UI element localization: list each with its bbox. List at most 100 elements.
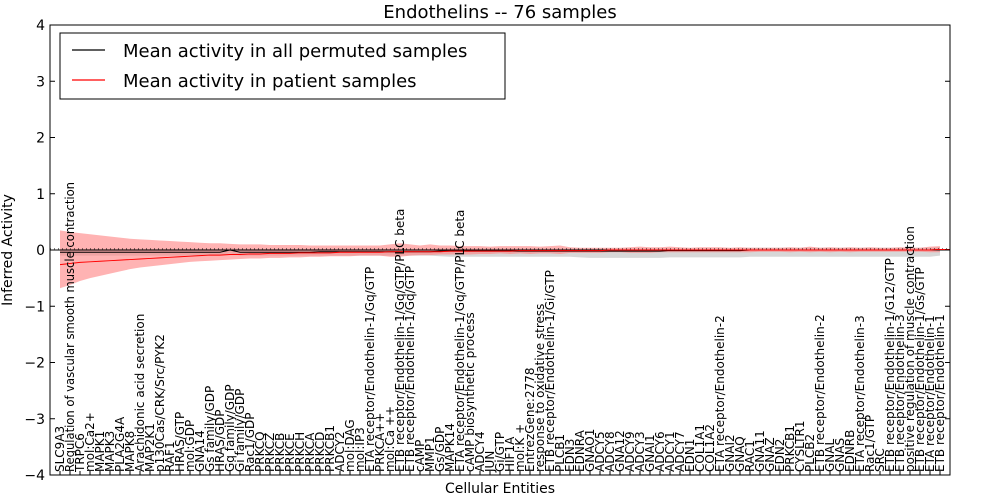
x-tick-label: ETA receptor/Endothelin-1/Gq/GTP/PLC bet… [453, 210, 467, 472]
x-tick-label: MAPK1 [93, 431, 107, 472]
x-tick-label: Gi/GTP [493, 432, 507, 472]
x-tick-label: GNA14 [193, 430, 207, 472]
x-tick-label: EntrezGene:2778 [523, 368, 537, 473]
x-tick-label: CYSLTR1 [793, 421, 807, 472]
x-tick-label: ETB receptor/Endothelin-1/G12/GTP [883, 258, 897, 472]
y-tick-label: −4 [24, 468, 45, 484]
chart-title: Endothelins -- 76 samples [383, 2, 616, 23]
x-tick-label: HRAS/GDP [213, 409, 227, 472]
y-axis: 4 3 2 1 0 −1 −2 −3 −4 [24, 18, 950, 484]
x-tick-label: PLA2G4A [113, 416, 127, 472]
series-lines [50, 248, 950, 266]
x-tick-label: RAC1 [743, 440, 757, 472]
x-tick-label: Gs/GDP [433, 427, 447, 472]
x-tick-label: COL1A1 [693, 424, 707, 472]
x-tick-label: mol:K + [513, 424, 527, 472]
x-tick-label: GNAL [823, 439, 837, 472]
y-axis-label: Inferred Activity [0, 194, 16, 306]
x-tick-label: PRKCB1 [783, 425, 797, 472]
x-tick-label: EDNRA [573, 429, 587, 472]
x-tick-label: ETB receptor/Endothelin-3 [893, 314, 907, 472]
x-tick-label: response to oxidative stress [533, 304, 547, 472]
y-tick-label: −3 [24, 412, 45, 428]
x-tick-label: ADCY8 [603, 431, 617, 472]
x-tick-label: Gq family/GDP [223, 384, 237, 472]
x-tick-label: Gi family/GDP [233, 389, 247, 472]
x-tick-label: MAPK8 [123, 431, 137, 472]
x-tick-label: Rac1/GDP [243, 413, 257, 472]
patient-band [60, 230, 940, 289]
x-tick-label: ETA receptor/Endothelin-1/Gq/GTP [363, 267, 377, 472]
x-tick-label: GNAS [833, 438, 847, 472]
x-tick-label: ETB receptor/Endothelin-1/Gs/GTP [913, 267, 927, 472]
x-tick-label: EDN3 [563, 439, 577, 472]
x-tick-label: Rac1/GTP [863, 415, 877, 472]
x-tick-label: mol:Ca2+ [83, 412, 97, 472]
x-tick-label: PRKCA [303, 432, 317, 472]
x-tick-label: GNA12 [613, 430, 627, 472]
y-tick-label: 2 [36, 131, 45, 147]
x-tick-label: ETA receptor/Endothelin-1 [923, 315, 937, 472]
x-tick-label: Arachidonic acid secretion [133, 314, 147, 472]
x-tick-label: ADCY5 [593, 431, 607, 472]
x-tick-label: RAF1 [163, 441, 177, 472]
x-tick-label: PRKCA++ [373, 413, 387, 472]
x-tick-label: EDN1 [683, 439, 697, 472]
x-tick-label: Gs family/GDP [203, 386, 217, 472]
confidence-bands [60, 230, 940, 289]
x-tick-label: ETB receptor/Endothelin-2 [813, 314, 827, 472]
y-tick-label: 3 [36, 74, 45, 90]
x-tick-label: GNAZ [763, 437, 777, 472]
x-tick-label: GNAI1 [643, 434, 657, 472]
x-tick-label: PRKCD [313, 432, 327, 472]
legend: Mean activity in all permuted samples Me… [59, 32, 506, 100]
x-tick-label: ETB receptor/Endothelin-1 [933, 314, 947, 472]
x-tick-label: GNAQ [733, 436, 747, 472]
x-tick-label: PLCB1 [553, 434, 567, 472]
x-tick-label: ADCY1 [663, 431, 677, 472]
x-tick-label: JUN [483, 451, 497, 473]
x-tick-label: p130Cas/CRK/Src/PYK2 [153, 334, 167, 472]
x-tick-label: SRC [873, 448, 887, 472]
x-tick-label: Regulation of vascular smooth muscle con… [63, 182, 77, 472]
y-tick-label: 0 [36, 243, 45, 259]
x-tick-label: ETA receptor/Endothelin-3 [853, 315, 867, 472]
x-tick-label: cAMP [413, 440, 427, 472]
x-tick-label: mol:Ca ++ [383, 406, 397, 472]
x-tick-label: GNAI2 [723, 434, 737, 472]
x-tick-label: SLC9A3 [53, 426, 67, 472]
x-tick-label: HIF1A [503, 436, 517, 472]
x-tick-label: ADCY4 [473, 431, 487, 472]
x-tick-label: EDN2 [773, 439, 787, 472]
x-tick-label: ETB receptor/Endothelin-1/Gq/GTP/PLC bet… [393, 209, 407, 472]
x-tick-label: GNA11 [753, 430, 767, 472]
x-tick-label: PRKCQ [253, 431, 267, 472]
x-tick-label: PRKCE [283, 433, 297, 472]
x-tick-label: TRPC6 [73, 433, 87, 473]
x-tick-label: positive regulation of muscle contractio… [903, 226, 917, 472]
x-tick-label: MAPK3 [103, 431, 117, 472]
y-tick-label: −2 [24, 356, 45, 372]
x-tick-label: PRKCB [273, 433, 287, 472]
y-tick-label: 4 [36, 18, 45, 34]
x-tick-label: ADCY7 [673, 431, 687, 472]
legend-label-permuted: Mean activity in all permuted samples [123, 41, 467, 62]
x-tick-label: ETB receptor/Endothelin-1/Gq/GTP [403, 266, 417, 472]
x-tick-label: MAP2K1 [143, 423, 157, 472]
x-tick-label: ADCY2 [333, 431, 347, 472]
x-tick-label: ADCY9 [623, 431, 637, 472]
x-tick-label: PRKCH [293, 432, 307, 472]
x-tick-label: PLCB2 [803, 434, 817, 472]
x-tick-label: HRAS/GTP [173, 412, 187, 472]
legend-label-patient: Mean activity in patient samples [123, 71, 417, 92]
x-tick-label: mol:GDP [183, 420, 197, 472]
x-axis-label: Cellular Entities [445, 481, 555, 497]
series-line-patient [59, 248, 950, 266]
x-tick-label: mol:IP3 [353, 427, 367, 472]
x-tick-label: PRKCZ [263, 433, 277, 472]
x-tick-label: ADCY6 [653, 431, 667, 472]
x-tick-label: PRKCB1 [323, 425, 337, 472]
x-tick-label: EDNRB [843, 430, 857, 472]
